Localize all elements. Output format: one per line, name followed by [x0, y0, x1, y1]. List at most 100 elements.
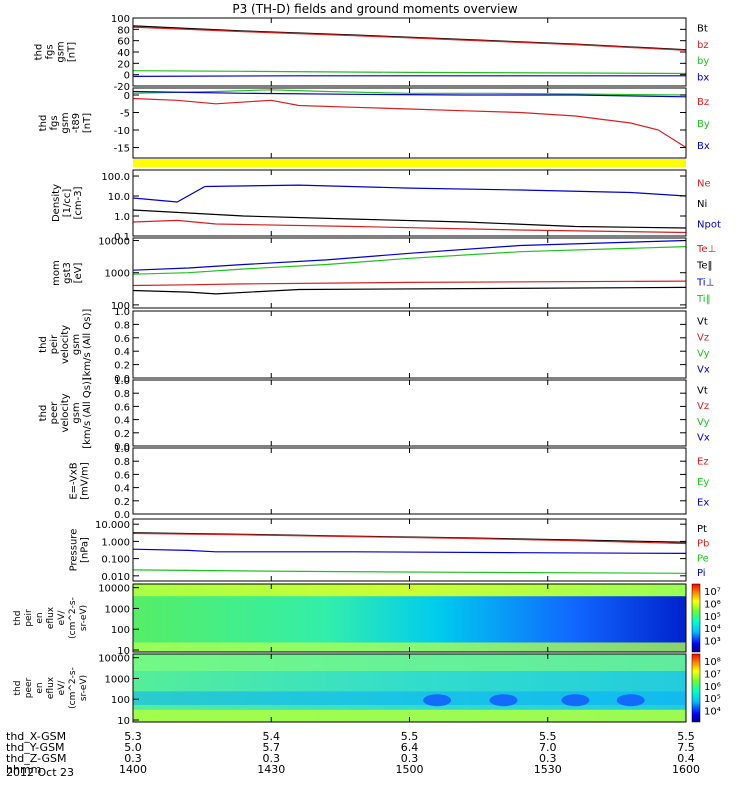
peer_vel-legend-Vt: Vt	[697, 385, 708, 396]
ephem-value-0-3: 5.5	[539, 730, 557, 743]
peir_vel-legend-Vt: Vt	[697, 317, 708, 328]
density-ytick-2: 1.0	[114, 212, 130, 223]
density-frame	[132, 169, 687, 237]
fgs_gsm-legend-Bt: Bt	[697, 24, 708, 35]
peer_spec-ylabel-5: (cm^2-s-	[68, 667, 78, 709]
ephem-value-0-1: 5.4	[263, 730, 281, 743]
temp-series-Ti‖	[132, 246, 687, 275]
ephem-value-2-2: 0.3	[401, 752, 419, 765]
peer_spec-cbar-label-2: 10⁶	[704, 682, 721, 693]
peer_spec-ylabel-6: sr-eV)	[79, 675, 89, 701]
peir_spec-cbar-label-0: 10⁷	[704, 587, 721, 598]
peir_spec-ytick-2: 100	[111, 625, 130, 636]
fgs_gsm-series-by	[132, 70, 687, 75]
peer_vel-ylabel-4: [km/s (All Qs)]	[82, 377, 93, 449]
density-legend-Npot: Npot	[697, 220, 721, 231]
fgs_gsm-ytick-3: 40	[117, 48, 130, 59]
pressure-legend-Pe: Pe	[697, 553, 709, 564]
peer_vel-frame	[132, 379, 687, 447]
fgs_dsl-legend-Bx: Bx	[697, 141, 710, 152]
pressure-ytick-3: 0.010	[101, 572, 130, 583]
ephem-value-0-2: 5.5	[401, 730, 419, 743]
peir_spec-cbar-label-2: 10⁵	[704, 612, 721, 623]
efield-ylabel-0: E=-VxB	[69, 462, 80, 499]
peir_vel-ylabel-2: velocity	[60, 325, 71, 364]
peir_vel-legend-Vy: Vy	[697, 348, 710, 359]
temp-ylabel-2: [eV]	[73, 263, 84, 284]
pressure-series-Pb	[132, 532, 687, 545]
peir_vel-ytick-3: 0.4	[114, 347, 130, 358]
peer_vel-ylabel-3: gsm	[71, 402, 82, 423]
peir_spec-ylabel-2: en	[35, 612, 45, 623]
efield-ytick-2: 0.6	[114, 470, 130, 481]
fgs_gsm-ytick-4: 20	[117, 59, 130, 70]
ephem-value-3-1: 1430	[257, 763, 285, 776]
temp-legend-Te⊥: Te⊥	[696, 244, 716, 255]
peer_vel-ylabel-1: peer	[49, 401, 60, 425]
fgs_dsl-ylabel-1: fgs	[49, 115, 60, 130]
fgs_gsm-series-bx	[132, 75, 686, 77]
peir_spec-ylabel-0: thd	[13, 611, 23, 626]
fgs_dsl-ytick-1: -5	[120, 109, 130, 120]
pressure-ylabel-1: [nPa]	[80, 537, 91, 563]
ephem-value-3-0: 1400	[119, 763, 147, 776]
ephem-value-3-4: 1600	[672, 763, 700, 776]
fgs_dsl-series-Bz	[132, 97, 687, 149]
peer_vel-ytick-4: 0.2	[114, 429, 130, 440]
spectrogram-peer_spec: 10000 1000 100 10 thd peer en eflux eV/(cm^2-s-s…	[13, 653, 721, 727]
ephem-value-2-4: 0.4	[677, 752, 695, 765]
data-quality-bar	[133, 159, 686, 167]
fgs_dsl-ylabel-2: gsm	[60, 112, 71, 133]
fgs_gsm-legend-bx: bx	[697, 72, 709, 83]
efield-ytick-5: 0.0	[114, 510, 130, 521]
efield-ylabel-1: [mV/m]	[80, 462, 91, 500]
ephem-label-1: thd_Y-GSM	[6, 741, 65, 754]
peer_spec-ylabel-1: peer	[24, 677, 34, 698]
spectrogram-peir_spec: 10000 1000 100 10 thd peir en eflux eV/(cm^2-s-s…	[13, 583, 721, 657]
ephem-label-3: hhmm	[6, 763, 41, 776]
efield-ytick-3: 0.4	[114, 484, 130, 495]
panel-peir_vel: 1.0 0.8 0.6 0.4 0.2 0.0 thd peir velocity gsm [km/…	[38, 307, 710, 385]
fgs_dsl-frame	[132, 87, 687, 159]
temp-series-Ti⊥	[132, 239, 687, 271]
ephem-value-3-3: 1530	[534, 763, 562, 776]
density-ytick-0: 100.0	[101, 172, 130, 183]
peir_vel-ytick-5: 0.0	[114, 374, 130, 385]
temp-series-Te⊥	[132, 280, 687, 287]
fgs_dsl-series-Bx	[132, 90, 687, 98]
ephem-label-2: thd_Z-GSM	[6, 752, 66, 765]
peir_vel-frame	[132, 310, 687, 379]
ephem-value-2-3: 0.3	[539, 752, 557, 765]
peir_spec-cbar-label-1: 10⁶	[704, 599, 721, 610]
peir_spec-ytick-0: 10000	[98, 584, 130, 595]
peer_spec-ylabel-4: eV/	[57, 680, 67, 696]
pressure-ytick-0: 10.000	[95, 520, 130, 531]
fgs_gsm-ylabel-1: fgs	[45, 44, 56, 59]
fgs_gsm-ylabel-2: gsm	[56, 41, 67, 62]
panel-temp: 10000 1000 100 mom gst3 [eV] Te⊥ Te‖ Ti⊥ Ti‖	[51, 237, 716, 312]
fgs_gsm-legend-by: by	[697, 56, 709, 67]
panel-efield: 1.0 0.8 0.6 0.4 0.2 0.0 E=-VxB [mV/m] Ez Ey Ex	[69, 444, 710, 521]
ephem-value-2-1: 0.3	[263, 752, 281, 765]
peer_spec-cbar-label-4: 10⁴	[704, 707, 721, 718]
pressure-ylabel-0: Pressure	[69, 529, 80, 572]
peir_spec-cbar-label-3: 10⁴	[704, 624, 721, 635]
efield-ytick-4: 0.2	[114, 497, 130, 508]
peir_spec-ylabel-5: (cm^2-s-	[68, 597, 78, 639]
temp-frame	[132, 237, 687, 309]
temp-ytick-0: 10000	[98, 237, 130, 248]
fgs_gsm-ytick-1: 80	[117, 25, 130, 36]
temp-legend-Ti‖: Ti‖	[696, 294, 711, 305]
peir_spec-ytick-3: 10	[117, 646, 130, 657]
peir_spec-ytick-1: 1000	[105, 604, 130, 615]
peir_vel-ylabel-0: thd	[38, 336, 49, 353]
peer_spec-ytick-1: 1000	[105, 674, 130, 685]
panel-pressure: 10.000 1.000 0.100 0.010 Pressure [nPa] Pt Pb Pe…	[69, 518, 709, 583]
peer_spec-ytick-3: 10	[117, 716, 130, 727]
fgs_dsl-ytick-3: -15	[114, 144, 130, 155]
ephem-value-1-1: 5.7	[263, 741, 281, 754]
ephem-label-0: thd_X-GSM	[6, 730, 66, 743]
fgs_gsm-ytick-2: 60	[117, 37, 130, 48]
fgs_gsm-legend-bz: bz	[697, 40, 709, 51]
fgs_dsl-legend-Bz: Bz	[697, 97, 709, 108]
